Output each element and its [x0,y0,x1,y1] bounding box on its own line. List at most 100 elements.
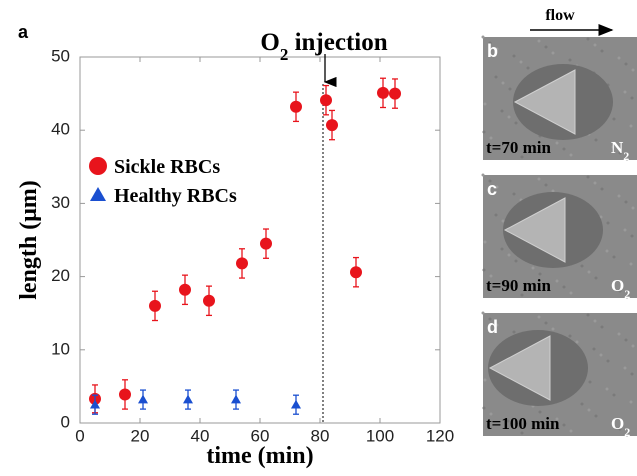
texture [500,247,504,251]
y-tick-label: 30 [51,193,70,212]
texture [537,177,541,181]
texture [551,189,555,193]
texture [481,173,485,177]
texture [555,279,559,283]
texture [611,283,615,287]
panel-time: t=70 min [486,138,551,157]
panel-time: t=90 min [486,276,551,295]
texture [555,417,559,421]
texture [606,221,610,225]
point [138,394,148,404]
texture [605,387,609,391]
texture [611,421,615,425]
texture [599,353,603,357]
texture [600,49,604,53]
texture [506,143,510,147]
texture [586,37,590,41]
point [389,87,401,100]
texture [631,68,635,72]
texture [512,192,516,196]
texture [618,151,622,155]
texture [544,183,548,187]
texture [586,313,590,317]
texture [600,187,604,191]
texture [617,56,621,60]
plot-frame [79,56,441,424]
point [290,100,302,113]
texture [623,90,627,94]
texture [520,431,524,435]
gas: O [611,414,624,433]
x-tick-label: 20 [131,426,150,445]
polymer [503,197,566,263]
texture [481,35,485,39]
texture [562,147,566,151]
texture [513,425,517,429]
texture [519,60,523,64]
texture [623,228,627,232]
gas-sub: 2 [624,287,630,301]
texture [544,321,548,325]
texture [538,272,542,276]
point [203,294,215,307]
annotation-sub: 2 [280,45,289,64]
texture [624,200,628,204]
texture [512,54,516,58]
texture [494,75,498,79]
texture [508,87,512,91]
legend-marker [89,157,107,175]
y-tick-label: 0 [61,412,70,431]
texture [551,51,555,55]
texture [551,327,555,331]
x-tick-label: 40 [191,426,210,445]
texture [501,81,505,85]
legend-label: Sickle RBCs [114,156,220,178]
x-tick-label: 0 [75,426,84,445]
texture [514,121,518,125]
texture [489,412,493,416]
texture [489,136,493,140]
texture [629,400,633,404]
y-tick-label: 40 [51,120,70,139]
texture [506,419,510,423]
point [183,394,193,404]
texture [617,194,621,198]
texture [605,249,609,253]
texture [594,138,598,142]
y-axis-label: length (μm) [16,180,42,300]
texture [618,289,622,293]
texture [623,366,627,370]
panel-gas: O2 [611,276,630,301]
texture [629,262,633,266]
panel-label: a [18,22,29,42]
panel-time: t=100 min [486,414,560,433]
texture [488,179,492,183]
texture [482,130,486,134]
texture [587,408,591,412]
annotation-rest: injection [288,29,387,56]
x-tick-label: 60 [251,426,270,445]
x-tick-label: 120 [426,426,454,445]
texture [506,281,510,285]
legend-label: Healthy RBCs [114,185,237,207]
point [119,388,131,401]
texture [562,423,566,427]
texture [569,291,573,295]
texture [526,66,530,70]
texture [488,317,492,321]
polymer [488,335,551,401]
texture [482,268,486,272]
texture [481,311,485,315]
texture [514,259,518,263]
point [326,119,338,132]
polymer [513,69,576,135]
texture [612,255,616,259]
legend-marker [90,187,106,201]
texture [625,433,629,437]
texture [500,109,504,113]
texture [494,213,498,217]
texture [606,359,610,363]
point [149,299,161,312]
